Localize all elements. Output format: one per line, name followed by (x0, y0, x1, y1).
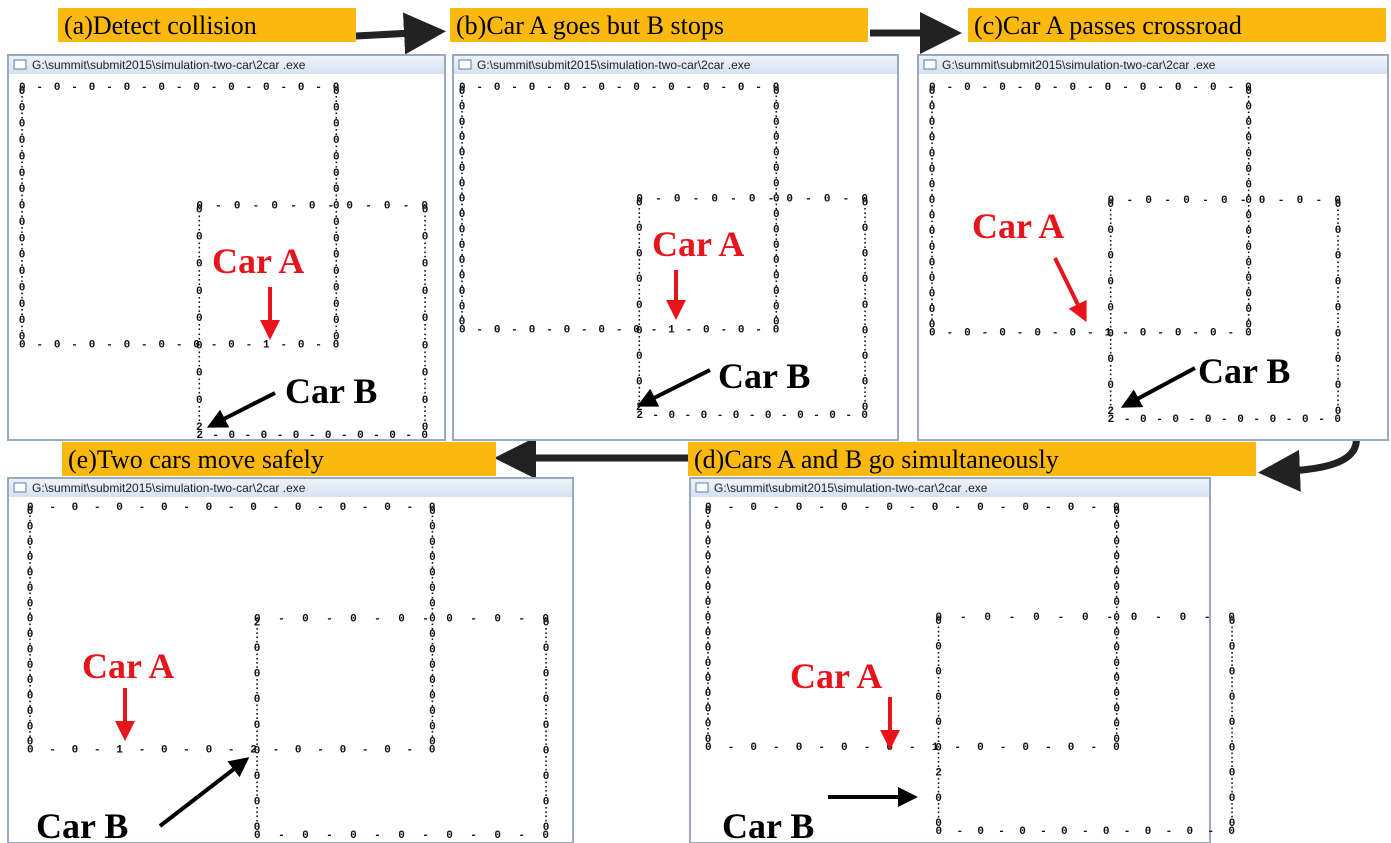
car-b-label: Car B (36, 806, 128, 843)
car-a-label: Car A (972, 206, 1064, 246)
window-title: G:\summit\submit2015\simulation-two-car\… (32, 481, 306, 495)
console-window: G:\summit\submit2015\simulation-two-car\… (918, 55, 1388, 440)
step-label: (b)Car A goes but B stops (456, 11, 724, 40)
track-row: 0 - 0 - 0 - 0 - 0 - 0 - 0 (196, 200, 428, 212)
window-title: G:\summit\submit2015\simulation-two-car\… (477, 58, 751, 72)
console-window: G:\summit\submit2015\simulation-two-car\… (690, 478, 1238, 843)
car-b-label: Car B (1198, 351, 1290, 391)
track-column: 0:0:0:0:0:0:0:0:0:0:0:0:0:0:0:0 (426, 506, 438, 749)
window-icon (696, 483, 708, 492)
track-column: 0:0:0:0:0:0:0:0:0:0:0:0:0:0:0:0 (1111, 506, 1123, 746)
window-frame (690, 478, 1210, 843)
track-column: 0::0::0::0::0::0::0::0::0 (859, 198, 871, 414)
track-row: 0 - 0 - 0 - 0 - 0 - 0 - 0 - 0 - 0 - 0 (929, 82, 1252, 94)
car-a-label: Car A (212, 241, 304, 281)
track-column: 0:0:0:0:0:0:0:0:0:0:0:0:0:0:0:0 (456, 86, 468, 329)
track-column: 0::0::0::0::0::0::0::0::0 (540, 618, 552, 834)
track-column: 0:0:0:0:0:0:0:0:0:0:0:0:0:0:0:0 (24, 506, 36, 749)
track-column: 0::0::0::0::0::0::0::0::0 (1226, 616, 1238, 830)
car-a-label: Car A (652, 224, 744, 264)
track-row: 0 - 0 - 0 - 0 - 0 - 0 - 0 - 0 - 0 - 0 (459, 82, 779, 94)
step-label: (a)Detect collision (64, 11, 257, 40)
track-column: 0::0::0::0::0::0::2::0::0 (933, 616, 945, 830)
track-row: 0 - 0 - 0 - 0 - 0 - 0 - 0 (636, 194, 868, 206)
track-column: 0:0:0:0:0:0:0:0:0:0:0:0:0:0:0:0 (16, 86, 28, 344)
track-column: 0:0:0:0:0:0:0:0:0:0:0:0:0:0:0:0 (702, 506, 714, 746)
track-column: 2::0::0::0::0::0::0::0::0 (251, 618, 263, 834)
track-row: 2 - 0 - 0 - 0 - 0 - 0 - 0 - 0 (636, 410, 868, 422)
track-row: 0 - 0 - 0 - 0 - 0 - 0 - 0 - 0 - 0 - 0 (19, 82, 339, 94)
track-column: 0::0::0::0::0::0::0::0::0 (1332, 199, 1344, 418)
console-window: G:\summit\submit2015\simulation-two-car\… (453, 55, 898, 440)
window-frame (918, 55, 1388, 440)
window-title: G:\summit\submit2015\simulation-two-car\… (32, 58, 306, 72)
step-label: (d)Cars A and B go simultaneously (694, 445, 1059, 474)
car-b-label: Car B (285, 371, 377, 411)
console-window: G:\summit\submit2015\simulation-two-car\… (8, 55, 445, 442)
figure: (a)Detect collision (b)Car A goes but B s… (0, 0, 1391, 843)
track-column: 0:0:0:0:0:0:0:0:0:0:0:0:0:0:0:0 (770, 86, 782, 329)
step-label: (e)Two cars move safely (68, 445, 324, 474)
step-label: (c)Car A passes crossroad (974, 11, 1242, 40)
track-row: 0 - 0 - 0 - 0 - 0 - 0 - 0 - 0 - 0 - 0 (27, 502, 435, 514)
window-title: G:\summit\submit2015\simulation-two-car\… (714, 481, 988, 495)
window-title: G:\summit\submit2015\simulation-two-car\… (942, 58, 1216, 72)
track-row: 0 - 0 - 0 - 0 - 0 - 1 - 0 - 0 - 0 - 0 (705, 742, 1120, 754)
track-row: 2 - 0 - 0 - 0 - 0 - 0 - 0 - 0 (1108, 414, 1341, 426)
track-column: 0::0::0::0::0::0::0::0::2 (193, 204, 205, 434)
track-column: 0:0:0:0:0:0:0:0:0:0:0:0:0:0:0:0 (330, 86, 342, 344)
car-a-label: Car A (82, 646, 174, 686)
track-column: 0:0:0:0:0:0:0:0:0:0:0:0:0:0:0:0 (1243, 86, 1255, 332)
window-icon (14, 483, 26, 492)
track-row: 0 - 0 - 0 - 0 - 0 - 0 - 1 - 0 - 0 - 0 (459, 325, 779, 337)
track-row: 0 - 0 - 0 - 0 - 0 - 0 - 0 - 0 - 0 - 0 (705, 502, 1120, 514)
car-b-label: Car B (722, 806, 814, 843)
car-a-label: Car A (790, 656, 882, 696)
track-row: 0 - 0 - 0 - 0 - 0 - 0 - 0 - 0 (936, 826, 1235, 838)
track-column: 0:0:0:0:0:0:0:0:0:0:0:0:0:0:0:0 (926, 86, 938, 332)
track-column: 0::0::0::0::0::0::0::0::2 (1105, 199, 1117, 418)
track-row: 0 - 0 - 0 - 0 - 0 - 1 - 0 - 0 - 0 - 0 (929, 328, 1252, 340)
window-icon (459, 60, 471, 69)
track-row: 0 - 0 - 1 - 0 - 0 - 2 - 0 - 0 - 0 - 0 (27, 745, 435, 757)
car-b-label: Car B (718, 356, 810, 396)
window-icon (14, 60, 26, 69)
window-icon (924, 60, 936, 69)
track-row: 0 - 0 - 0 - 0 - 0 - 0 - 0 - 1 - 0 - 0 (19, 340, 339, 352)
track-column: 0::0::0::0::0::0::0::0::2 (633, 198, 645, 414)
console-window: G:\summit\submit2015\simulation-two-car\… (8, 478, 573, 843)
track-column: 0::0::0::0::0::0::0::0::0 (419, 204, 431, 434)
track-row: 2 - 0 - 0 - 0 - 0 - 0 - 0 - 0 (196, 430, 428, 442)
